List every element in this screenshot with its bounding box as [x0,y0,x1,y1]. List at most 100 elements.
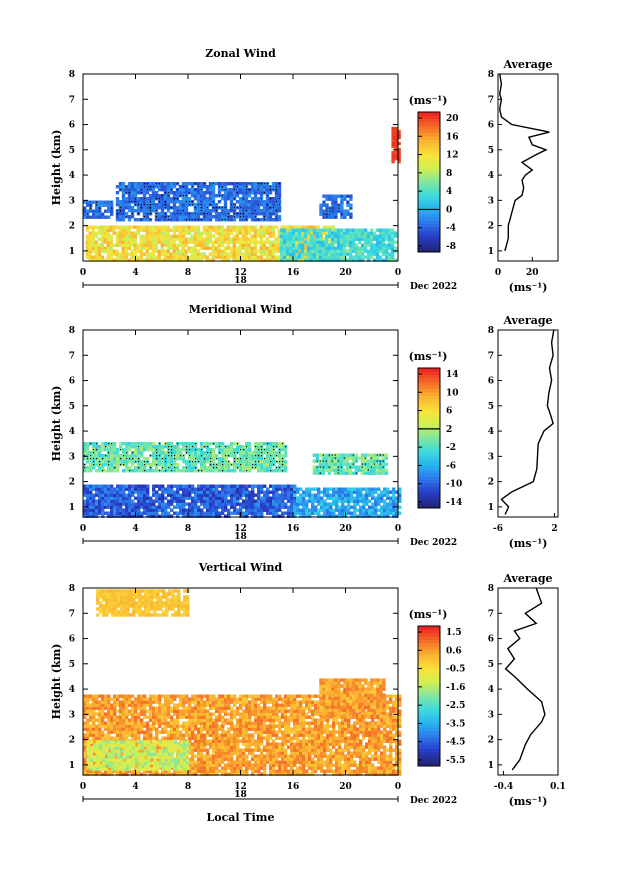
data-cell [332,511,336,515]
data-cell [365,502,369,506]
x-tick-label: 0 [80,524,86,534]
data-cell [211,255,215,259]
data-cell [226,246,230,250]
data-cell [212,490,216,494]
data-cell [214,228,218,232]
data-cell [244,243,248,247]
data-cell [107,733,111,737]
data-cell [366,459,371,463]
data-cell [324,462,329,466]
data-cell [262,252,266,256]
data-cell [384,228,389,232]
data-cell [151,243,155,247]
data-cell [214,237,218,241]
data-cell [209,454,213,458]
data-cell [140,493,144,497]
data-cell [101,454,105,458]
data-cell [296,496,300,500]
data-cell [158,499,162,503]
data-cell [346,212,350,216]
data-cell [363,471,368,475]
data-cell [214,182,219,186]
data-cell [218,448,222,452]
data-cell [306,255,311,259]
data-cell [319,209,323,213]
data-cell [128,502,132,506]
data-cell [182,499,186,503]
data-cell [349,197,353,201]
contour-dot [242,198,244,200]
data-cell [282,258,287,262]
data-cell [209,514,213,518]
data-cell [250,215,255,219]
data-cell [166,240,170,244]
data-cell [86,733,90,737]
data-cell [300,249,305,253]
data-cell [220,237,224,241]
data-cell [236,484,240,488]
data-cell [116,502,120,506]
contour-dot [200,189,202,191]
data-cell [160,246,164,250]
data-cell [157,258,161,262]
contour-dot [270,461,272,463]
data-cell [154,191,159,195]
data-cell [176,499,180,503]
data-cell [197,508,201,512]
data-cell [196,200,201,204]
data-cell [282,243,287,247]
data-cell [226,252,230,256]
data-cell [98,499,102,503]
data-cell [366,237,371,241]
contour-dot [93,449,95,451]
data-cell [229,197,234,201]
data-cell [187,255,191,259]
data-cell [395,514,399,518]
data-cell [232,185,237,189]
data-cell [98,466,102,470]
data-cell [122,508,126,512]
data-cell [224,487,228,491]
data-cell [275,499,279,503]
data-cell [137,727,141,731]
average-title: Average [502,58,552,71]
data-cell [161,445,165,449]
data-cell [181,252,185,256]
data-cell [381,456,386,460]
data-cell [143,700,147,704]
data-cell [220,240,224,244]
colorbar-band [418,385,440,390]
data-cell [214,246,218,250]
data-cell [293,493,297,497]
data-cell [145,200,150,204]
data-cell [223,215,228,219]
data-cell [157,188,162,192]
data-cell [146,724,150,728]
contour-dot [197,186,199,188]
contour-dot [322,454,324,456]
data-cell [230,448,234,452]
data-cell [172,240,176,244]
data-cell [315,453,320,457]
data-cell [347,493,351,497]
x-tick-label: 16 [287,268,300,278]
data-cell [128,496,132,500]
data-cell [149,514,153,518]
data-cell [336,456,341,460]
contour-dot [186,452,188,454]
data-cell [336,246,341,250]
data-cell [89,511,93,515]
data-cell [348,252,353,256]
data-cell [351,231,356,235]
data-cell [92,727,96,731]
data-cell [203,499,207,503]
contour-dot [267,452,269,454]
data-cell [146,448,150,452]
data-cell [354,243,359,247]
data-cell [229,191,234,195]
data-cell [275,469,279,473]
data-cell [263,460,267,464]
data-cell [315,237,320,241]
data-cell [297,231,302,235]
data-cell [263,442,267,446]
